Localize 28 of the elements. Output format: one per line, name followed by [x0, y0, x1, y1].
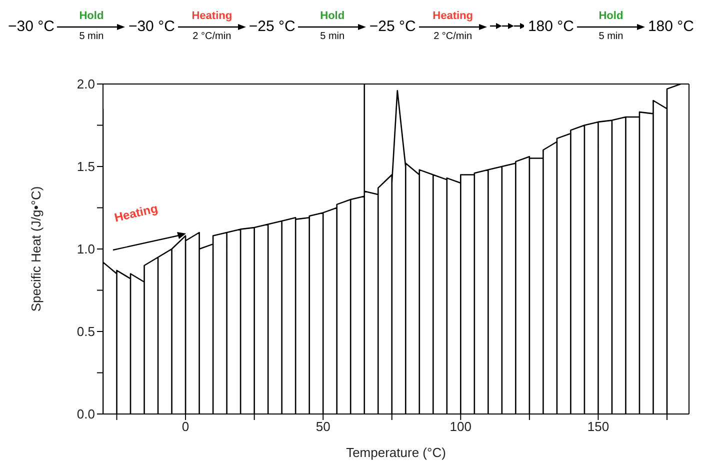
text: 180 °C	[528, 18, 574, 34]
y-axis-title: Specific Heat (J/g•°C)	[28, 186, 44, 312]
y-tick-label: 0.5	[76, 324, 95, 340]
text: Heating	[192, 10, 232, 22]
text: Hold	[320, 10, 345, 22]
text: Hold	[79, 10, 104, 22]
text: Hold	[598, 10, 624, 22]
y-tick-label: 1.0	[76, 242, 95, 257]
text: Heating	[432, 10, 473, 22]
x-tick-label: 150	[587, 419, 610, 434]
text: −25 °C	[369, 18, 416, 34]
text: −25 °C	[248, 18, 296, 34]
y-tick-label: 1.5	[76, 159, 95, 174]
annotation: Heating	[112, 200, 159, 224]
text: −30 °C	[128, 18, 175, 34]
text: 5 min	[79, 30, 104, 42]
text: 2 °C/min	[192, 30, 232, 42]
text: 5 min	[320, 30, 345, 42]
x-tick-label: 100	[450, 419, 472, 434]
x-tick-label: 0	[182, 419, 190, 434]
y-tick-label: 0.0	[76, 406, 95, 422]
text: −30 °C	[8, 18, 54, 34]
y-tick-label: 2.0	[76, 76, 95, 92]
x-axis-title: Temperature (°C)	[346, 445, 446, 460]
x-tick-label: 50	[316, 419, 330, 434]
text: 5 min	[598, 30, 624, 42]
text: 2 °C/min	[434, 30, 472, 42]
text: 180 °C	[648, 18, 694, 34]
